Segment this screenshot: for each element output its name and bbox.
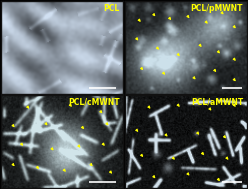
Text: PCL/aMWNT: PCL/aMWNT (191, 98, 243, 107)
Text: PCL/pMWNT: PCL/pMWNT (191, 4, 243, 13)
Text: PCL: PCL (103, 4, 120, 13)
Text: PCL/cMWNT: PCL/cMWNT (68, 98, 120, 107)
